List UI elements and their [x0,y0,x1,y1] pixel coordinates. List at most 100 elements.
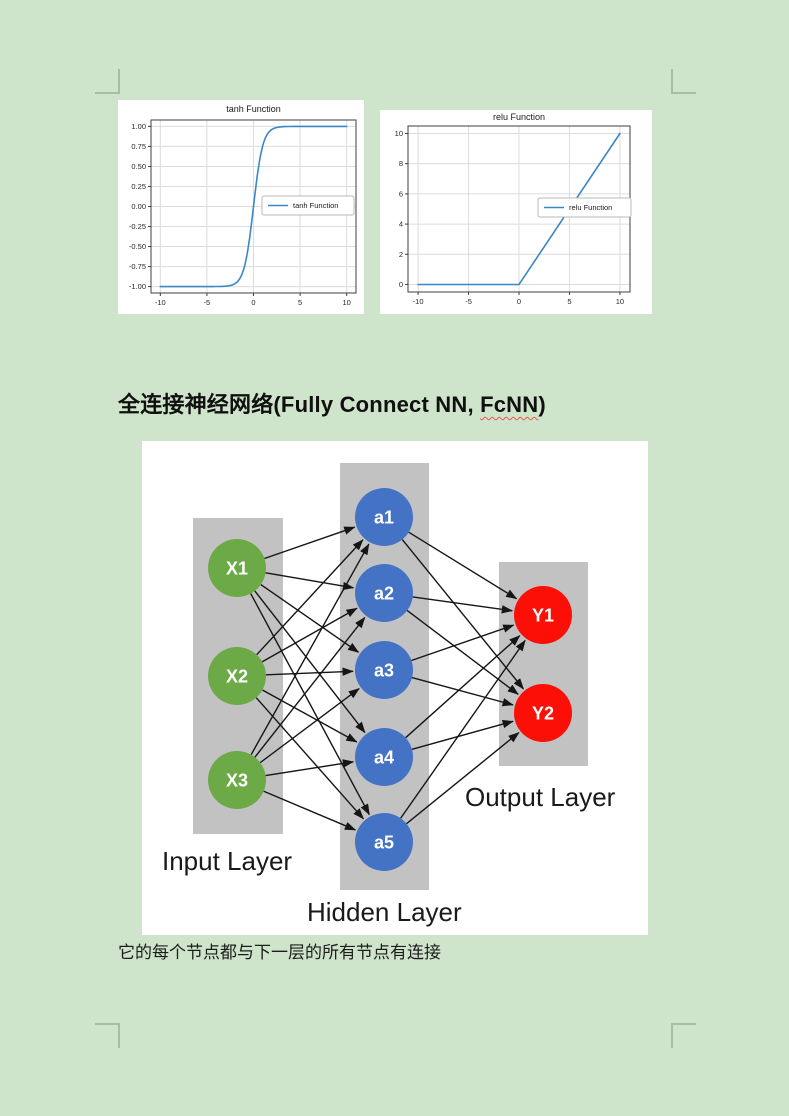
layer-label-0: Input Layer [162,846,292,876]
node-a5 [355,813,413,871]
connection-arrow [250,543,370,756]
node-a1 [355,488,413,546]
connection-arrow [406,731,520,825]
y-tick-label: -0.75 [129,262,146,271]
connection-arrows [250,526,526,831]
node-label-X2: X2 [226,666,248,686]
node-label-X1: X1 [226,558,248,578]
y-tick-label: -1.00 [129,282,146,291]
legend-box [261,195,355,216]
chart-canvas: -10 -5 0 5 10 1.00 0.75 0.50 0.25 0.00 -0.25 -0.50 -… [129,104,357,307]
node-label-a1: a1 [374,507,394,527]
connection-arrow [411,720,514,750]
connection-arrow [259,688,360,764]
y-tick-label: 4 [399,220,403,229]
relu-chart-figure: -10 -5 0 5 10 0 2 4 6 8 10 relu Function relu Functi… [380,110,652,314]
chart-canvas: -10 -5 0 5 10 0 2 4 6 8 10 relu Function relu Functi… [395,112,632,306]
layer-label-2: Output Layer [465,782,616,812]
data-series-line [159,125,348,288]
x-tick-label: -5 [465,297,472,306]
node-Y2 [514,684,572,742]
connection-arrow [265,572,355,591]
margin-corner-mark-top-right [671,69,696,94]
x-tick-label: -10 [413,297,424,306]
connection-arrow [265,667,354,676]
x-tick-label: 5 [567,297,571,306]
connection-arrow [400,639,526,819]
data-series-line [417,132,621,286]
connection-arrow [406,609,519,695]
node-label-a2: a2 [374,583,394,603]
connection-arrow [260,583,360,653]
node-a4 [355,728,413,786]
node-label-X3: X3 [226,770,248,790]
node-X1 [208,539,266,597]
connection-arrow [405,635,521,739]
caption-text: 它的每个节点都与下一层的所有节点有连接 [118,943,441,962]
connection-arrow [254,616,366,758]
layer-label-1: Hidden Layer [307,897,462,927]
connection-arrow [401,539,525,690]
connection-arrow [250,593,370,816]
legend-box [537,197,632,218]
connection-arrow [265,759,355,777]
node-Y1 [514,586,572,644]
y-tick-label: 1.00 [131,122,146,131]
x-tick-label: 5 [298,298,302,307]
chart-title: tanh Function [226,104,281,114]
node-a3 [355,641,413,699]
node-label-Y1: Y1 [532,605,554,625]
connection-arrow [256,539,364,656]
y-tick-label: 6 [399,189,403,198]
connection-arrow [255,697,364,820]
connection-arrow [262,689,358,743]
node-X3 [208,751,266,809]
x-tick-label: 10 [343,298,351,307]
x-tick-label: 10 [616,297,624,306]
heading-suffix: ) [538,392,546,417]
axis-ticks [148,125,348,296]
x-tick-label: -10 [155,298,166,307]
connection-arrow [412,596,513,614]
connection-arrow [261,607,358,663]
y-tick-label: 0.75 [131,142,146,151]
legend-label: relu Function [569,203,612,212]
chart-title: relu Function [493,112,545,122]
axis-tick-labels: -10 -5 0 5 10 1.00 0.75 0.50 0.25 0.00 -0.25 -0.50 -… [129,122,351,307]
y-tick-label: -0.25 [129,222,146,231]
tanh-chart-figure: -10 -5 0 5 10 1.00 0.75 0.50 0.25 0.00 -0.25 -0.50 -… [118,100,364,314]
network-diagram-canvas: X1 X2 X3 Input Layer a1 a2 a3 a4 a5 Hidden Layer Y… [162,463,616,927]
x-tick-label: -5 [204,298,211,307]
connection-arrow [254,590,366,734]
node-label-Y2: Y2 [532,703,554,723]
heading-spellcheck-word: FcNN [480,392,539,417]
section-heading: 全连接神经网络(Fully Connect NN, FcNN) [118,387,546,419]
heading-text: 全连接神经网络(Fully Connect NN, [118,392,481,417]
node-label-a4: a4 [374,747,394,767]
axis-ticks [405,133,621,295]
x-tick-label: 0 [517,297,521,306]
node-label-a5: a5 [374,832,394,852]
connection-arrow [411,676,514,707]
y-tick-label: 0.25 [131,182,146,191]
network-diagram-figure: X1 X2 X3 Input Layer a1 a2 a3 a4 a5 Hidden Layer Y… [142,441,648,935]
connection-arrow [408,531,518,600]
node-label-a3: a3 [374,660,394,680]
y-tick-label: 8 [399,159,403,168]
y-tick-label: 0.00 [131,202,146,211]
node-X2 [208,647,266,705]
margin-corner-mark-bottom-left [95,1023,120,1048]
x-tick-label: 0 [251,298,255,307]
y-tick-label: 2 [399,250,403,259]
legend-label: tanh Function [293,201,338,210]
y-tick-label: 0 [399,280,403,289]
margin-corner-mark-bottom-right [671,1023,696,1048]
axis-tick-labels: -10 -5 0 5 10 0 2 4 6 8 10 [395,129,624,306]
margin-corner-mark-top-left [95,69,120,94]
connection-arrow [411,624,515,662]
y-tick-label: -0.50 [129,242,146,251]
connection-arrow [263,790,357,831]
node-a2 [355,564,413,622]
y-tick-label: 0.50 [131,162,146,171]
